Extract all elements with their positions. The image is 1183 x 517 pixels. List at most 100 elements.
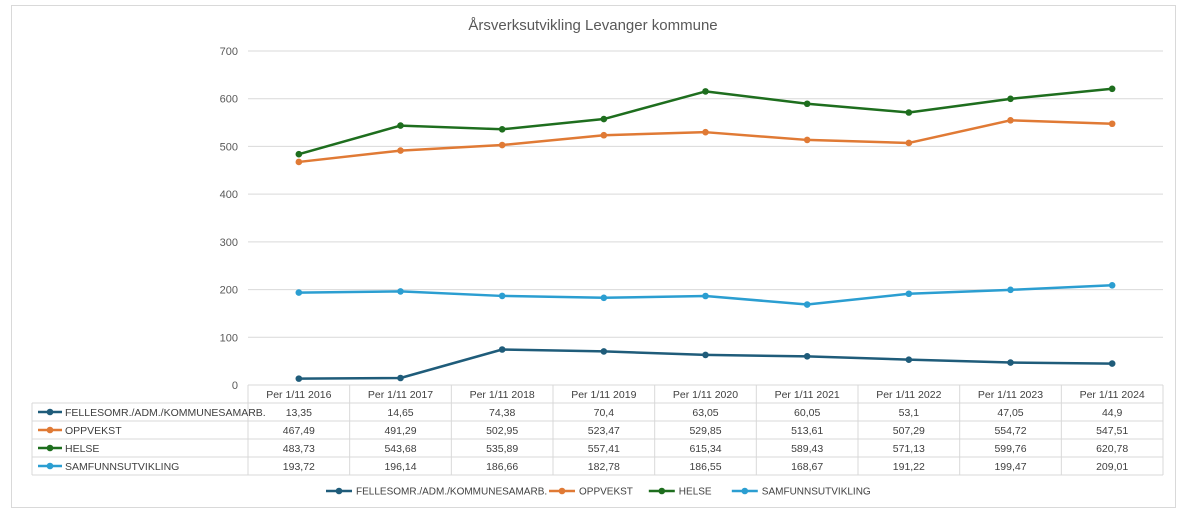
table-cell: 13,35 (286, 407, 312, 419)
x-tick-label: Per 1/11 2024 (1080, 389, 1145, 401)
table-cell: 571,13 (893, 443, 925, 455)
data-point (295, 150, 303, 158)
table-cell: 620,78 (1096, 443, 1128, 455)
y-tick-label: 500 (220, 141, 238, 153)
data-point (1108, 85, 1116, 93)
y-tick-label: 400 (220, 189, 238, 201)
table-cell: 615,34 (689, 443, 721, 455)
data-point (498, 346, 506, 353)
table-series-name: SAMFUNNSUTVIKLING (65, 461, 179, 473)
table-cell: 63,05 (692, 407, 718, 419)
table-cell: 491,29 (384, 425, 416, 437)
table-cell: 14,65 (387, 407, 413, 419)
legend-marker (558, 487, 566, 495)
data-point (1007, 95, 1014, 103)
legend-label: HELSE (679, 487, 712, 498)
table-cell: 47,05 (997, 407, 1023, 419)
y-tick-label: 0 (232, 380, 238, 392)
data-point (702, 128, 709, 136)
data-point (397, 374, 404, 382)
data-point (803, 301, 811, 308)
legend-marker (658, 487, 666, 495)
data-point (1007, 359, 1014, 366)
table-cell: 182,78 (588, 461, 620, 473)
data-point (702, 292, 709, 300)
table-cell: 535,89 (486, 443, 518, 455)
data-point (295, 158, 303, 166)
table-cell: 467,49 (283, 425, 315, 437)
x-tick-label: Per 1/11 2018 (470, 389, 535, 401)
table-cell: 543,68 (384, 443, 416, 455)
data-point (397, 147, 404, 154)
data-point (803, 353, 811, 360)
table-cell: 70,4 (594, 407, 615, 419)
data-point (600, 348, 608, 355)
table-cell: 513,61 (791, 425, 823, 437)
data-point (295, 289, 303, 296)
data-point (600, 294, 608, 302)
table-cell: 193,72 (283, 461, 315, 473)
table-cell: 483,73 (283, 443, 315, 455)
table-cell: 191,22 (893, 461, 925, 473)
table-cell: 529,85 (689, 425, 721, 437)
x-tick-label: Per 1/11 2017 (368, 389, 433, 401)
data-point (905, 356, 913, 363)
table-cell: 186,55 (689, 461, 721, 473)
table-cell: 589,43 (791, 443, 823, 455)
table-cell: 209,01 (1096, 461, 1128, 473)
table-legend-marker (46, 408, 54, 416)
table-cell: 523,47 (588, 425, 620, 437)
x-tick-label: Per 1/11 2023 (978, 389, 1043, 401)
legend: FELLESOMR./ADM./KOMMUNESAMARB. OPPVEKST HE… (326, 487, 871, 498)
table-legend-marker (46, 444, 54, 452)
table-cell: 74,38 (489, 407, 515, 419)
data-point (397, 122, 404, 129)
legend-marker (741, 487, 749, 495)
data-point (600, 115, 608, 123)
data-point (1108, 360, 1116, 367)
data-point (803, 100, 811, 108)
table-cell: 554,72 (994, 425, 1026, 437)
x-tick-label: Per 1/11 2016 (266, 389, 331, 401)
table-cell: 599,76 (994, 443, 1026, 455)
data-point (600, 131, 608, 139)
legend-label: SAMFUNNSUTVIKLING (762, 487, 871, 498)
table-cell: 53,1 (899, 407, 920, 419)
data-point (905, 109, 913, 116)
legend-label: OPPVEKST (579, 487, 633, 498)
table-legend-marker (46, 426, 54, 434)
chart-frame: Årsverksutvikling Levanger kommune 0 100 2… (11, 5, 1176, 508)
y-tick-label: 600 (220, 94, 238, 106)
line-chart: Årsverksutvikling Levanger kommune 0 100 2… (31, 17, 1164, 498)
table-cell: 186,66 (486, 461, 518, 473)
legend-label: FELLESOMR./ADM./KOMMUNESAMARB. (356, 487, 547, 498)
y-axis-ticks: 0 100 200 300 400 500 600 700 (220, 46, 238, 392)
table-cell: 60,05 (794, 407, 820, 419)
table-cell: 547,51 (1096, 425, 1128, 437)
data-point (295, 375, 303, 382)
data-point (1108, 281, 1116, 289)
legend-marker (335, 487, 343, 495)
x-tick-label: Per 1/11 2022 (876, 389, 941, 401)
data-point (498, 292, 506, 300)
y-tick-label: 300 (220, 237, 238, 249)
table-series-name: FELLESOMR./ADM./KOMMUNESAMARB. (65, 407, 266, 419)
table-cell: 44,9 (1102, 407, 1123, 419)
table-series-name: HELSE (65, 443, 99, 455)
x-tick-label: Per 1/11 2020 (673, 389, 738, 401)
data-point (905, 139, 913, 147)
y-tick-label: 200 (220, 285, 238, 297)
data-point (498, 126, 506, 133)
table-legend-marker (46, 462, 54, 470)
x-tick-label: Per 1/11 2019 (571, 389, 636, 401)
data-point (498, 141, 506, 149)
y-tick-label: 100 (220, 332, 238, 344)
chart-title: Årsverksutvikling Levanger kommune (468, 17, 717, 34)
data-point (702, 88, 709, 95)
data-point (905, 290, 913, 298)
data-table: Per 1/11 2016 Per 1/11 2017 Per 1/11 2018 P… (31, 384, 1164, 476)
data-point (1007, 117, 1014, 124)
table-cell: 196,14 (384, 461, 416, 473)
data-point (803, 136, 811, 144)
table-series-name: OPPVEKST (65, 425, 122, 437)
